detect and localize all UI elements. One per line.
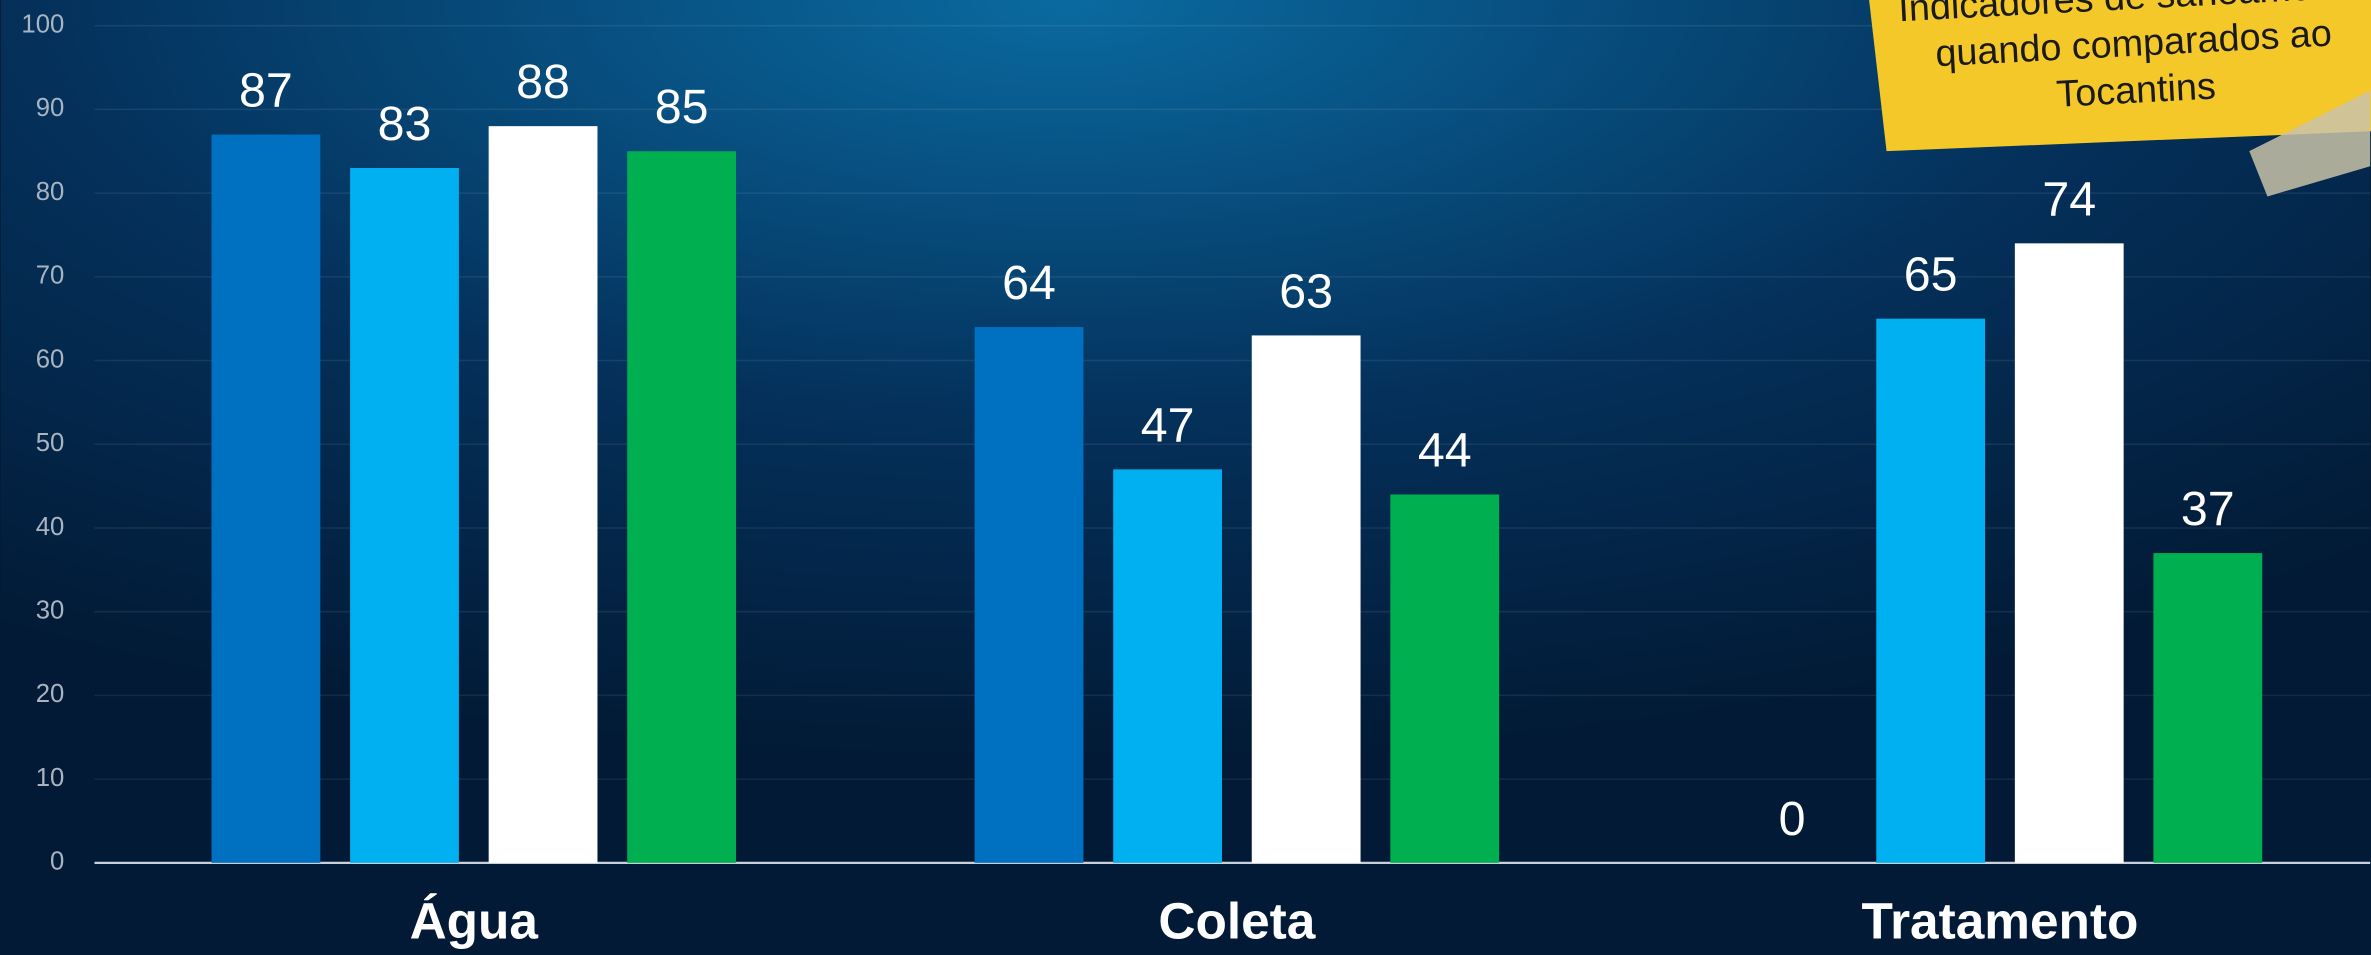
y-tick-label: 70 [36, 262, 65, 290]
y-tick-label: 20 [36, 680, 65, 708]
y-tick-label: 90 [36, 94, 65, 122]
bar [1390, 494, 1500, 863]
x-tick-label: Água [410, 891, 539, 949]
bar [974, 327, 1084, 863]
value-label: 87 [239, 63, 293, 117]
bar [488, 126, 598, 863]
value-label: 85 [655, 80, 709, 134]
bar [1251, 335, 1361, 863]
value-label: 0 [1779, 792, 1806, 846]
y-tick-label: 100 [21, 10, 64, 38]
bar [350, 168, 459, 863]
bar [211, 134, 321, 863]
bar [1113, 469, 1222, 863]
sticky-note: Indicadores de saneamentoquando comparad… [1867, 0, 2371, 152]
y-tick-label: 10 [36, 764, 65, 792]
y-tick-label: 40 [36, 513, 65, 541]
plot-area: 0 10 20 30 40 50 60 70 80 90 100 Água 87 83 88 85 Coleta… [21, 10, 2371, 949]
note-line: Tocantins [2055, 66, 2217, 116]
value-label: 47 [1141, 398, 1195, 452]
x-tick-label: Tratamento [1862, 891, 2139, 949]
value-label: 63 [1279, 264, 1333, 318]
y-tick-label: 50 [36, 429, 65, 457]
value-label: 88 [516, 55, 570, 109]
value-label: 37 [2181, 482, 2235, 536]
value-label: 83 [378, 97, 432, 151]
value-label: 64 [1002, 256, 1056, 310]
x-tick-label: Coleta [1158, 891, 1315, 949]
bar [2153, 553, 2263, 863]
value-label: 44 [1418, 423, 1472, 477]
note-paper [1867, 0, 2371, 152]
bar [2014, 243, 2124, 863]
y-tick-label: 60 [36, 345, 65, 373]
tape [2249, 90, 2371, 197]
y-tick-label: 30 [36, 596, 65, 624]
y-tick-label: 0 [50, 848, 64, 876]
note-text: Indicadores de saneamentoquando comparad… [1897, 0, 2365, 116]
value-label: 65 [1904, 248, 1958, 302]
bar [1876, 318, 1986, 863]
y-tick-label: 80 [36, 178, 65, 206]
value-label: 74 [2042, 172, 2096, 226]
bar [627, 151, 737, 863]
